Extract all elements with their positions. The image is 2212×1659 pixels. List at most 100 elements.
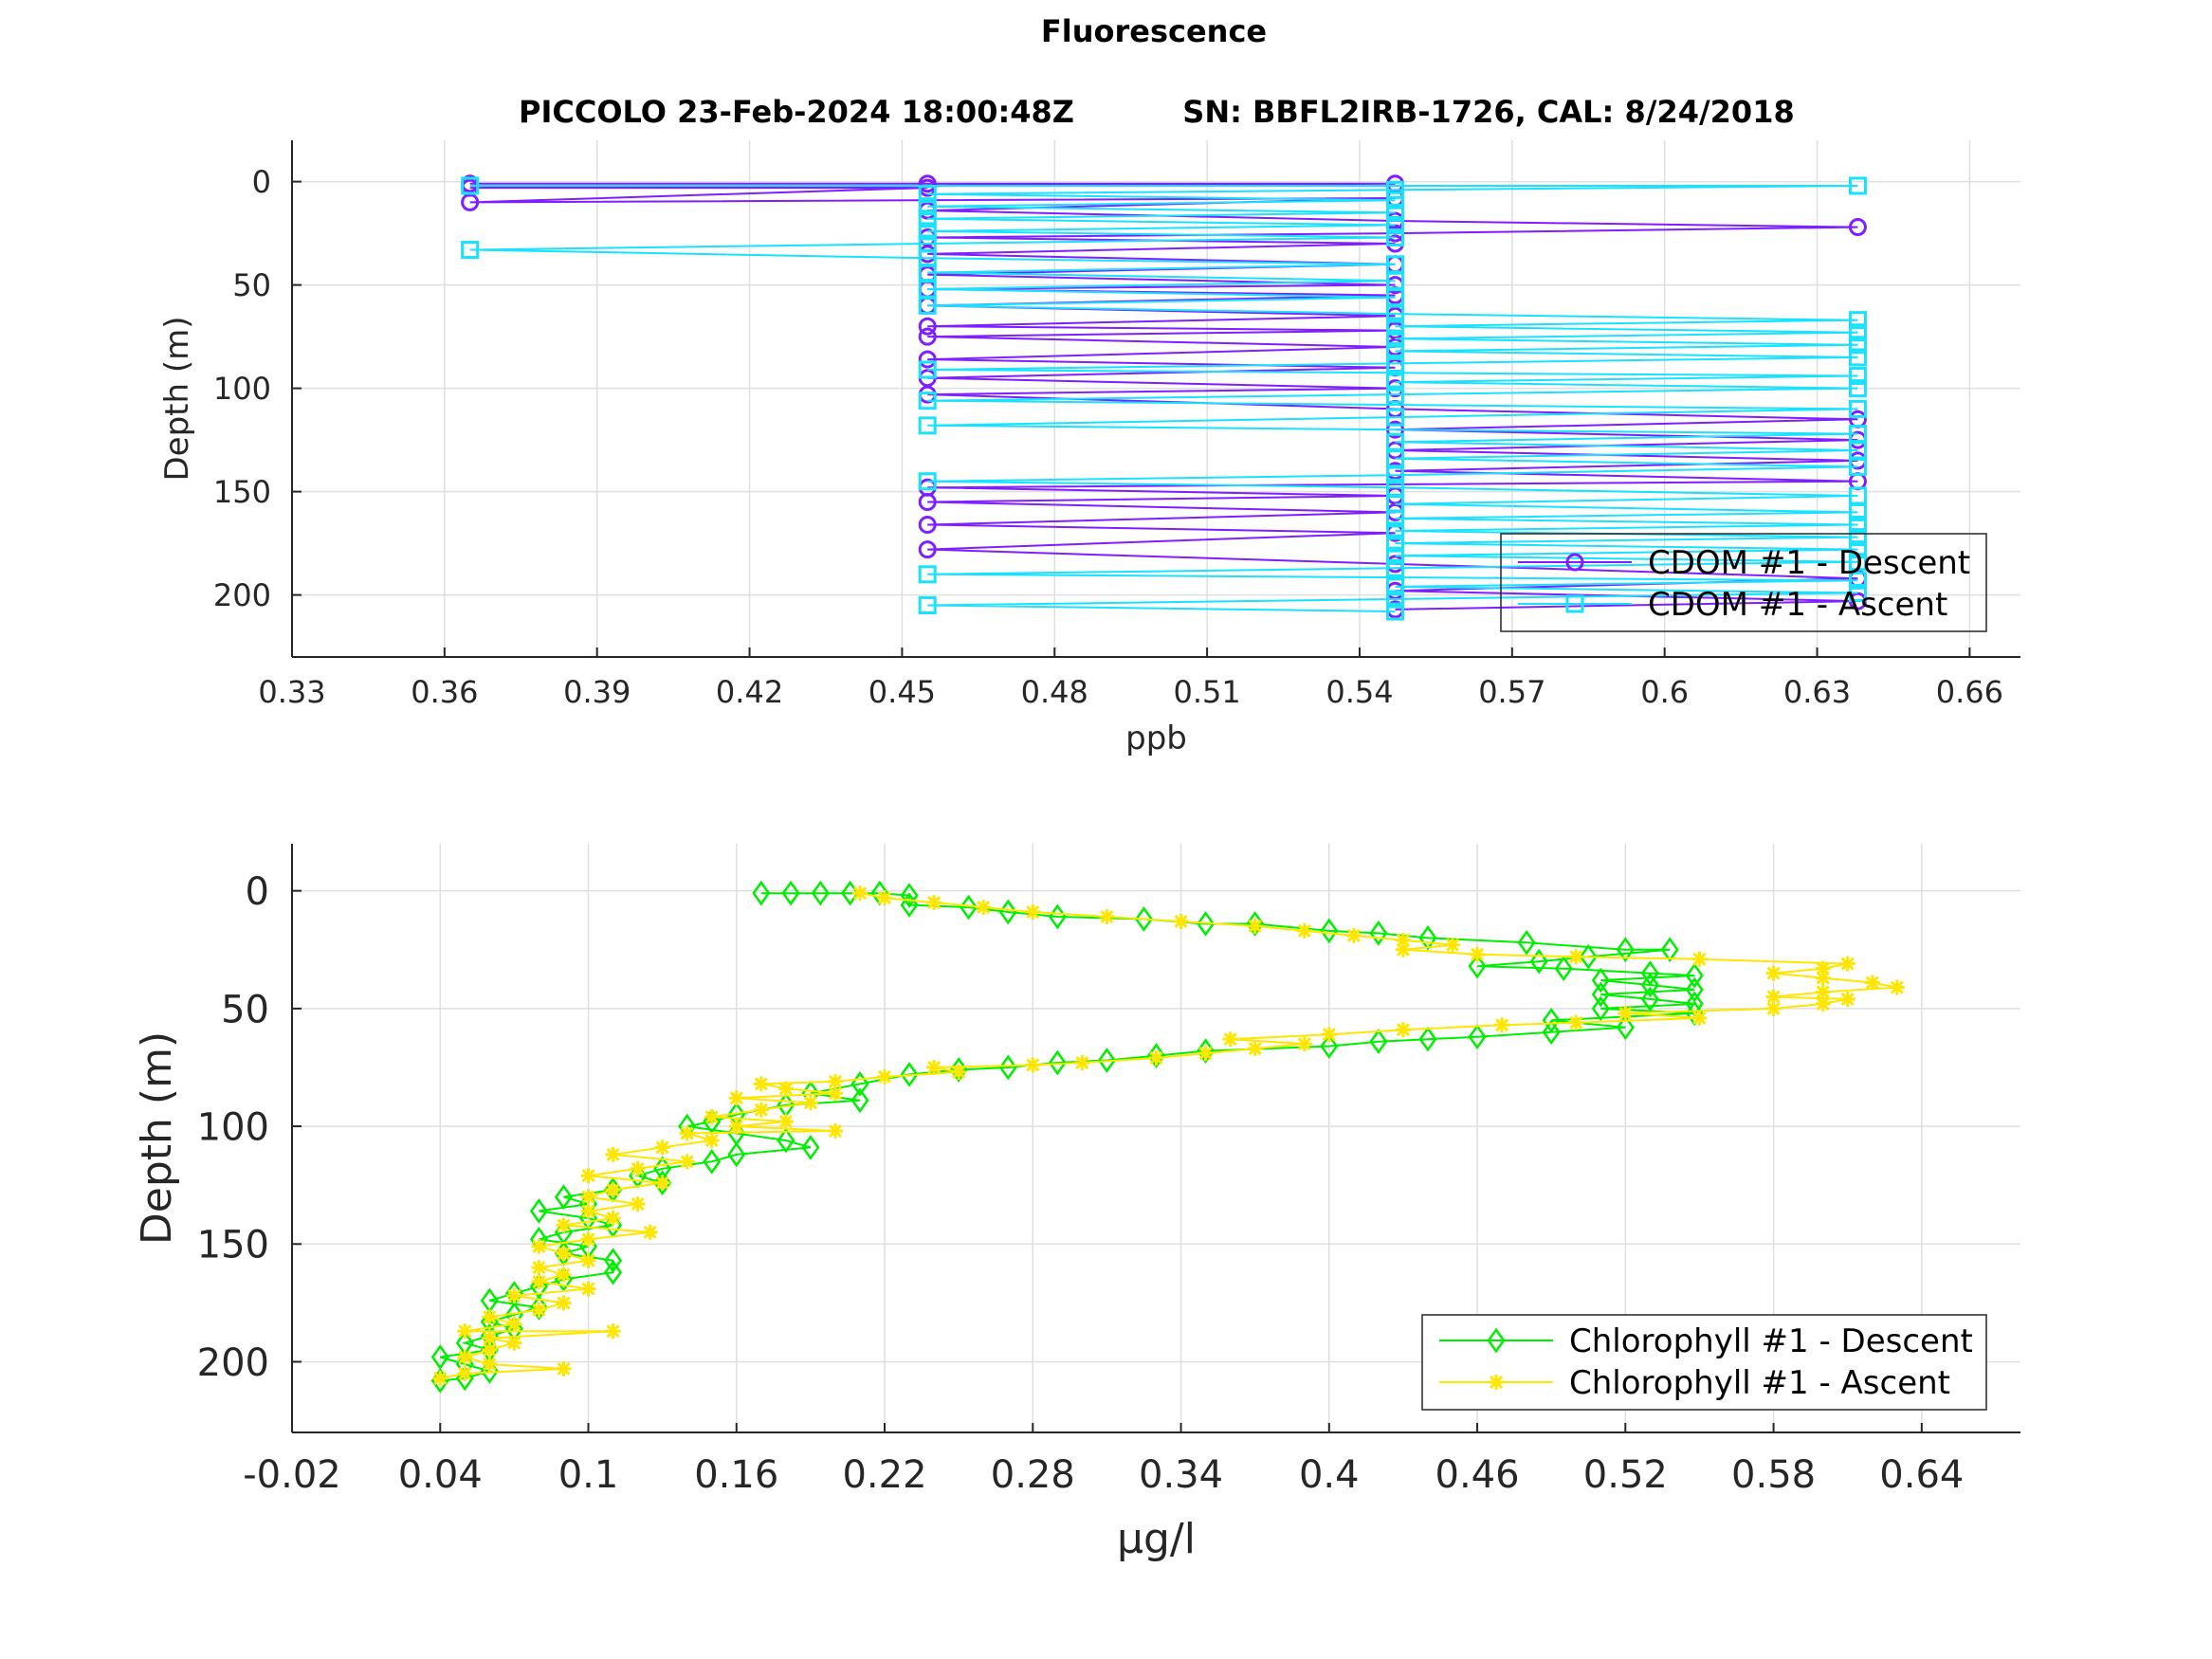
- marker-square: [1848, 367, 1867, 386]
- marker-asterisk: [1815, 995, 1831, 1012]
- marker-asterisk: [1691, 951, 1708, 967]
- marker-asterisk: [753, 1076, 769, 1092]
- legend-entry-label: Chlorophyll #1 - Descent: [1569, 1322, 1973, 1360]
- x-tick-label: 0.63: [1783, 674, 1851, 710]
- marker-diamond: [1660, 937, 1679, 963]
- marker-square: [1565, 594, 1584, 613]
- y-tick-label: 150: [197, 1224, 269, 1267]
- marker-asterisk: [556, 1217, 572, 1233]
- marker-asterisk: [728, 1090, 744, 1106]
- marker-asterisk: [777, 1081, 794, 1097]
- x-tick-label: 0.52: [1583, 1453, 1668, 1497]
- y-axis-label: Depth (m): [133, 1031, 181, 1245]
- marker-diamond: [850, 1087, 869, 1114]
- marker-asterisk: [1247, 1041, 1263, 1057]
- marker-asterisk: [1222, 1031, 1238, 1048]
- marker-asterisk: [482, 1342, 498, 1358]
- series-cdom-1-ascent: [461, 176, 1867, 621]
- marker-square: [1848, 515, 1867, 534]
- marker-diamond: [1591, 967, 1610, 994]
- marker-diamond: [1579, 943, 1598, 970]
- marker-circle: [1848, 218, 1867, 237]
- marker-asterisk: [531, 1302, 547, 1318]
- marker-asterisk: [827, 1073, 843, 1089]
- marker-asterisk: [679, 1125, 695, 1141]
- marker-diamond: [900, 1062, 919, 1087]
- marker-diamond: [1542, 1019, 1561, 1046]
- marker-asterisk: [1296, 922, 1312, 939]
- marker-circle: [918, 540, 937, 559]
- marker-square: [1386, 203, 1405, 222]
- marker-square: [1848, 311, 1867, 330]
- marker-square: [918, 197, 937, 216]
- marker-asterisk: [1494, 1017, 1510, 1033]
- x-tick-label: 0.66: [1936, 674, 2003, 710]
- marker-asterisk: [580, 1203, 596, 1219]
- marker-asterisk: [556, 1295, 572, 1311]
- marker-square: [1386, 521, 1405, 540]
- marker-square: [1848, 571, 1867, 590]
- marker-asterisk: [1321, 1027, 1337, 1043]
- marker-diamond: [1591, 981, 1610, 1008]
- marker-diamond: [1418, 925, 1437, 951]
- marker-asterisk: [1395, 932, 1411, 948]
- marker-asterisk: [777, 1114, 794, 1130]
- marker-square: [1386, 354, 1405, 373]
- marker-square: [1386, 341, 1405, 360]
- marker-asterisk: [802, 1095, 818, 1111]
- marker-asterisk: [457, 1365, 473, 1381]
- marker-diamond: [1554, 956, 1573, 982]
- marker-asterisk: [556, 1267, 572, 1283]
- marker-asterisk: [580, 1281, 596, 1297]
- marker-asterisk: [482, 1356, 498, 1372]
- marker-asterisk: [1839, 956, 1856, 972]
- marker-asterisk: [580, 1231, 596, 1248]
- legend-entry-label: CDOM #1 - Descent: [1648, 544, 1970, 582]
- marker-asterisk: [1489, 1375, 1504, 1390]
- marker-asterisk: [506, 1335, 522, 1351]
- marker-square: [1386, 373, 1405, 392]
- marker-diamond: [604, 1248, 623, 1274]
- marker-asterisk: [1173, 913, 1189, 929]
- marker-square: [1848, 528, 1867, 547]
- x-tick-label: 0.42: [716, 674, 783, 710]
- marker-diamond: [781, 880, 800, 906]
- marker-square: [1848, 553, 1867, 572]
- marker-square: [1848, 379, 1867, 398]
- x-tick-label: 0.46: [1435, 1453, 1520, 1497]
- marker-asterisk: [580, 1189, 596, 1205]
- marker-asterisk: [531, 1274, 547, 1290]
- marker-diamond: [1640, 972, 1659, 998]
- marker-square: [1386, 215, 1405, 234]
- y-tick-label: 0: [252, 164, 271, 200]
- marker-asterisk: [851, 885, 868, 902]
- marker-square: [918, 360, 937, 379]
- marker-square: [1386, 317, 1405, 336]
- marker-diamond: [1685, 962, 1704, 989]
- marker-square: [1386, 432, 1405, 451]
- marker-asterisk: [1470, 946, 1486, 962]
- marker-diamond: [777, 1127, 795, 1154]
- y-tick-label: 150: [213, 474, 271, 510]
- marker-square: [1386, 602, 1405, 621]
- marker-asterisk: [926, 1059, 942, 1075]
- marker-square: [918, 234, 937, 253]
- x-tick-label: -0.02: [243, 1453, 341, 1497]
- x-tick-label: 0.16: [694, 1453, 778, 1497]
- marker-diamond: [554, 1184, 574, 1210]
- marker-asterisk: [704, 1132, 720, 1148]
- marker-diamond: [529, 1198, 548, 1224]
- marker-asterisk: [432, 1370, 448, 1386]
- marker-diamond: [1487, 1327, 1506, 1354]
- marker-asterisk: [1099, 909, 1115, 925]
- marker-asterisk: [1197, 1046, 1214, 1062]
- marker-asterisk: [827, 1123, 843, 1139]
- y-tick-label: 100: [197, 1105, 269, 1149]
- marker-diamond: [1369, 1029, 1388, 1055]
- marker-square: [918, 185, 937, 204]
- marker-diamond: [960, 894, 978, 921]
- marker-square: [1386, 228, 1405, 246]
- plot-area: [430, 880, 1905, 1394]
- marker-circle: [918, 493, 937, 511]
- marker-diamond: [703, 1148, 722, 1175]
